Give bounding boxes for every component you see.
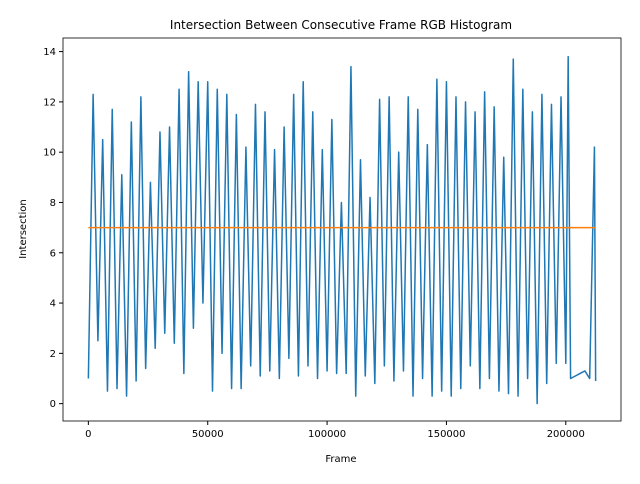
- x-tick-label: 50000: [192, 429, 224, 440]
- x-tick-label: 150000: [427, 429, 465, 440]
- y-tick-label: 10: [43, 148, 56, 159]
- y-tick-label: 0: [50, 399, 56, 410]
- x-axis-label: Frame: [325, 454, 356, 465]
- plot-frame: [62, 37, 622, 422]
- y-tick-label: 12: [43, 97, 56, 108]
- x-tick-label: 0: [85, 429, 91, 440]
- data-line: [87, 55, 597, 405]
- y-tick-label: 4: [50, 299, 56, 310]
- x-tick-label: 200000: [547, 429, 585, 440]
- y-tick-label: 14: [43, 47, 56, 58]
- chart-title: Intersection Between Consecutive Frame R…: [170, 18, 512, 32]
- y-axis-label: Intersection: [18, 199, 29, 259]
- y-tick-label: 2: [50, 349, 56, 360]
- y-tick-label: 6: [50, 248, 56, 259]
- x-tick-label: 100000: [308, 429, 346, 440]
- y-tick-label: 8: [50, 198, 56, 209]
